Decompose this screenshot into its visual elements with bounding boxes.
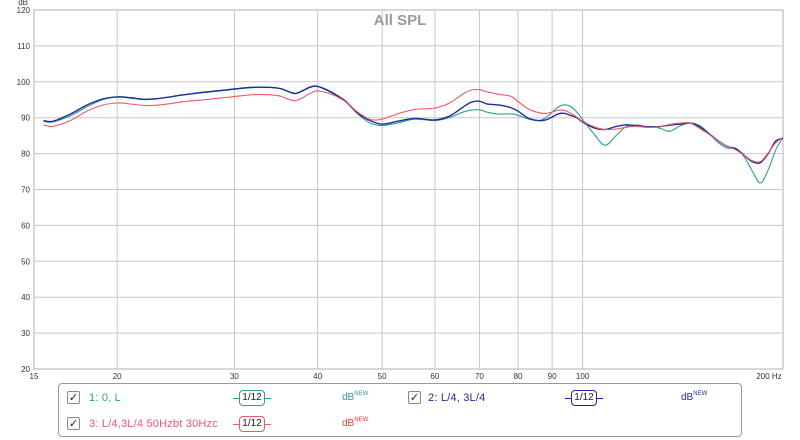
series-2-label: 2: L/4, 3L/4 <box>428 392 486 404</box>
series-2-smoothing[interactable]: 1/12 <box>565 390 603 408</box>
series-3-smoothing[interactable]: 1/12 <box>233 416 271 434</box>
legend-panel: ✓ 1: 0, L 1/12 dBNEW ✓ 2: L/4, 3L/4 1/12… <box>58 383 742 437</box>
smoothing-line-right <box>265 398 271 399</box>
series-2-new: NEW <box>693 391 708 397</box>
y-tick-label: 120 <box>17 6 31 15</box>
series-1-smoothing-value: 1/12 <box>239 390 265 406</box>
series-3-label: 3: L/4,3L/4 50Hzbt 30Hzc <box>89 418 218 430</box>
y-tick-label: 100 <box>17 78 31 87</box>
y-tick-label: 50 <box>21 257 30 266</box>
series-3-db-new[interactable]: dBNEW <box>342 417 369 429</box>
smoothing-line-right <box>597 398 603 399</box>
series-lines <box>43 85 784 184</box>
y-tick-label: 60 <box>21 221 30 230</box>
series-3-smoothing-value: 1/12 <box>239 416 265 432</box>
x-tick-label: 15 <box>30 372 39 381</box>
smoothing-line-left <box>565 398 571 399</box>
smoothing-line-left <box>233 398 239 399</box>
chart-title: All SPL <box>374 12 427 29</box>
x-tick-label: 20 <box>113 372 122 381</box>
series-1-label: 1: 0, L <box>89 392 121 404</box>
series-1-smoothing[interactable]: 1/12 <box>233 390 271 408</box>
series-1-db-new[interactable]: dBNEW <box>342 391 369 403</box>
y-tick-label: 30 <box>21 329 30 338</box>
series-3-db: dB <box>342 418 355 429</box>
series-2-checkbox[interactable]: ✓ <box>408 391 421 404</box>
x-tick-label: 50 <box>378 372 387 381</box>
x-tick-labels: 15 20 30 40 50 60 70 80 90 100 200 Hz <box>30 372 782 381</box>
x-tick-label: 80 <box>514 372 523 381</box>
y-tick-label: 40 <box>21 293 30 302</box>
x-tick-label: 40 <box>313 372 322 381</box>
x-tick-label: 30 <box>230 372 239 381</box>
y-tick-label: 110 <box>17 42 30 51</box>
y-tick-label: 80 <box>21 150 30 159</box>
series-1-db: dB <box>342 392 355 403</box>
x-tick-label: 90 <box>548 372 557 381</box>
series-2-db: dB <box>681 392 694 403</box>
x-tick-label: 100 <box>576 372 590 381</box>
x-tick-label: 60 <box>430 372 439 381</box>
y-tick-label: 70 <box>21 186 30 195</box>
series-1-checkbox[interactable]: ✓ <box>67 391 80 404</box>
smoothing-line-left <box>233 424 239 425</box>
y-tick-label: 90 <box>21 114 30 123</box>
series-2-db-new[interactable]: dBNEW <box>681 391 708 403</box>
y-tick-label: 20 <box>21 365 30 374</box>
y-tick-labels: 20 30 40 50 60 70 80 90 100 110 120 <box>17 6 31 374</box>
x-tick-label: 200 Hz <box>756 372 781 381</box>
x-tick-label: 70 <box>475 372 484 381</box>
smoothing-line-right <box>265 424 271 425</box>
grid-lines <box>34 10 783 369</box>
series-1-new: NEW <box>354 391 369 397</box>
series-2-smoothing-value: 1/12 <box>571 390 597 406</box>
series-3-checkbox[interactable]: ✓ <box>67 417 80 430</box>
y-axis-label: dB <box>18 0 28 7</box>
series-3-line <box>43 88 784 163</box>
series-3-new: NEW <box>354 417 369 423</box>
